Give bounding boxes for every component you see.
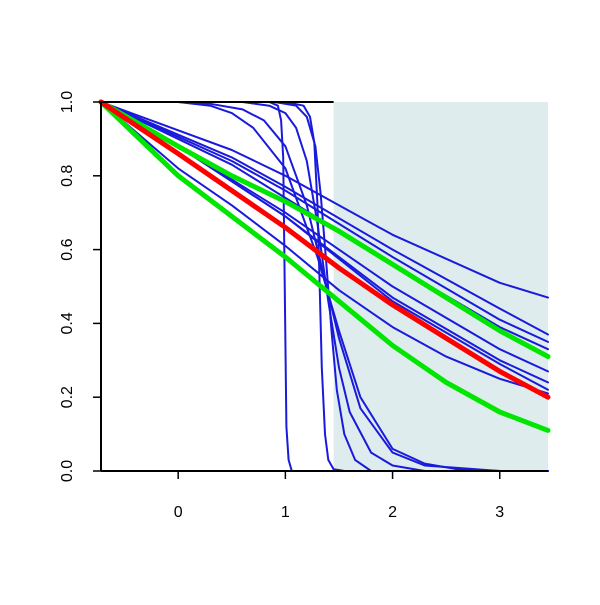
- series-group: [98, 99, 551, 472]
- axes-group: 0 1 2 3 0.0 0.2 0.4 0.6 0.8 1.0: [59, 91, 548, 521]
- series-line-17: [98, 99, 551, 400]
- y-tick-label: 1.0: [59, 91, 76, 113]
- y-tick-label: 0.6: [59, 238, 76, 260]
- series-line-2: [100, 101, 549, 336]
- x-tick-label: 3: [495, 504, 504, 521]
- y-tick-label: 0.0: [59, 460, 76, 482]
- series-line-3: [100, 101, 549, 343]
- series-line-10: [100, 101, 549, 472]
- y-tick-label: 0.4: [59, 312, 76, 334]
- y-tick-label: 0.8: [59, 165, 76, 187]
- series-line-11: [100, 101, 549, 472]
- series-line-15: [98, 99, 551, 360]
- series-line-1: [100, 101, 549, 299]
- x-tick-label: 2: [388, 504, 397, 521]
- series-line-14: [100, 101, 549, 472]
- x-tick-label: 1: [281, 504, 290, 521]
- y-tick-label: 0.2: [59, 386, 76, 408]
- series-line-16: [98, 99, 551, 433]
- x-tick-label: 0: [174, 504, 183, 521]
- series-line-8: [100, 101, 549, 395]
